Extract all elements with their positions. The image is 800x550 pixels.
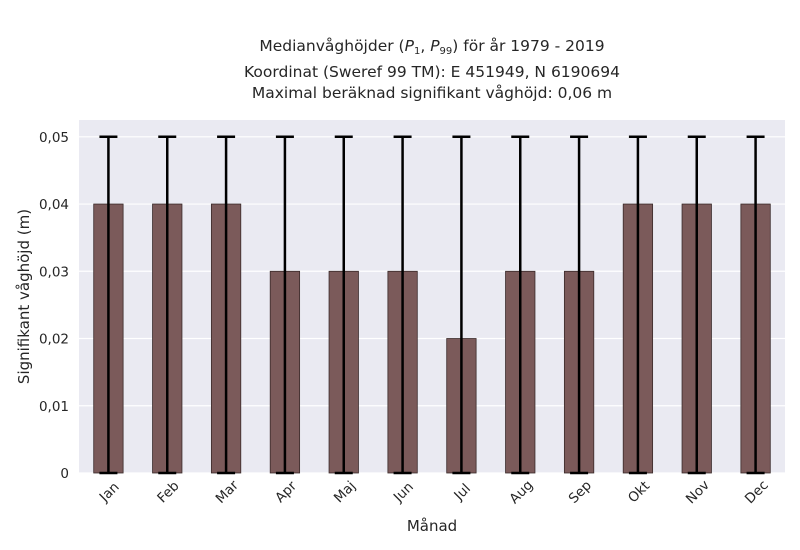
error-bar-feb (158, 135, 177, 475)
error-bar-mar (217, 135, 236, 475)
error-bar-apr (275, 135, 294, 475)
x-tick-label: Nov (683, 477, 713, 507)
chart-title-line-2: Koordinat (Sweref 99 TM): E 451949, N 61… (244, 63, 620, 81)
error-bar-nov (687, 135, 706, 475)
plot-area (79, 120, 785, 473)
y-tick-label: 0,04 (39, 197, 69, 213)
x-tick-label: Apr (272, 478, 300, 506)
x-tick-label: Okt (625, 478, 653, 506)
error-bar-jun (393, 135, 412, 475)
y-tick-label: 0,02 (39, 332, 69, 348)
error-bars (99, 135, 765, 475)
x-tick-label: Maj (331, 478, 359, 506)
error-bar-jul (452, 135, 471, 475)
x-tick-label: Feb (154, 478, 182, 506)
x-tick-label: Dec (742, 477, 772, 507)
x-axis-ticks: Jan Feb Mar Apr Maj Jun Jul Aug Sep Okt Nov Dec (96, 477, 772, 507)
error-bar-aug (511, 135, 530, 475)
chart-title-line-1: Medianvåghöjder (P1, P99) för år 1979 - … (259, 37, 605, 57)
x-tick-label: Jan (96, 479, 123, 506)
error-bar-sep (570, 135, 589, 475)
x-tick-label: Jul (450, 481, 474, 505)
error-bar-okt (628, 135, 647, 475)
x-tick-label: Mar (213, 477, 243, 507)
x-tick-label: Sep (566, 478, 595, 507)
error-bar-jan (99, 135, 118, 475)
y-tick-label: 0,05 (39, 130, 69, 146)
grid-lines (79, 136, 785, 474)
y-tick-label: 0,01 (39, 399, 69, 415)
x-axis-label: Månad (407, 517, 457, 535)
y-axis-label: Signifikant våghöjd (m) (15, 209, 33, 384)
y-axis-ticks: 0 0,01 0,02 0,03 0,04 0,05 (39, 130, 69, 482)
x-tick-label: Jun (390, 479, 417, 506)
chart-title-line-3: Maximal beräknad signifikant våghöjd: 0,… (251, 84, 613, 102)
x-tick-label: Aug (506, 477, 536, 507)
y-tick-label: 0,03 (39, 264, 69, 280)
error-bar-dec (746, 135, 765, 475)
y-tick-label: 0 (60, 466, 69, 482)
error-bar-maj (334, 135, 353, 475)
chart-title: Medianvåghöjder (P1, P99) för år 1979 - … (80, 36, 784, 104)
